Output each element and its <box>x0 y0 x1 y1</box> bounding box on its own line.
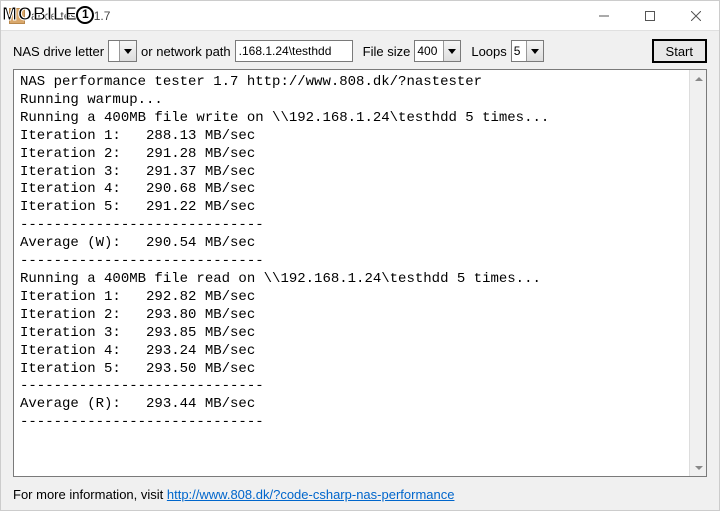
drive-letter-input[interactable] <box>109 41 119 61</box>
maximize-icon <box>645 11 655 21</box>
footer: For more information, visit http://www.8… <box>1 481 719 510</box>
footer-link[interactable]: http://www.808.dk/?code-csharp-nas-perfo… <box>167 487 455 502</box>
close-button[interactable] <box>673 1 719 31</box>
start-button-label: Start <box>666 44 693 59</box>
minimize-button[interactable] <box>581 1 627 31</box>
output-panel: NAS performance tester 1.7 http://www.80… <box>13 69 707 477</box>
start-button[interactable]: Start <box>652 39 707 63</box>
minimize-icon <box>599 11 609 21</box>
chevron-up-icon <box>695 77 703 81</box>
scroll-down-button[interactable] <box>690 459 707 476</box>
chevron-down-icon <box>531 49 539 54</box>
chevron-down-icon <box>124 49 132 54</box>
drive-letter-combo[interactable] <box>108 40 137 62</box>
filesize-dropdown-button[interactable] <box>443 41 460 61</box>
titlebar: ance tester 1.7 <box>1 1 719 31</box>
chevron-down-icon <box>448 49 456 54</box>
watermark-logo: MOBILE <box>2 4 94 25</box>
maximize-button[interactable] <box>627 1 673 31</box>
loops-input[interactable] <box>512 41 526 61</box>
drive-letter-dropdown-button[interactable] <box>119 41 136 61</box>
loops-label: Loops <box>471 44 506 59</box>
footer-text: For more information, visit <box>13 487 167 502</box>
filesize-combo[interactable] <box>414 40 461 62</box>
loops-dropdown-button[interactable] <box>526 41 543 61</box>
vertical-scrollbar[interactable] <box>689 70 706 476</box>
close-icon <box>691 11 701 21</box>
drive-letter-label: NAS drive letter <box>13 44 104 59</box>
toolbar: NAS drive letter or network path File si… <box>1 31 719 69</box>
scroll-up-button[interactable] <box>690 70 707 87</box>
network-path-input[interactable] <box>235 40 353 62</box>
filesize-input[interactable] <box>415 41 443 61</box>
loops-combo[interactable] <box>511 40 544 62</box>
network-path-label: or network path <box>141 44 231 59</box>
output-textarea[interactable]: NAS performance tester 1.7 http://www.80… <box>14 70 689 476</box>
chevron-down-icon <box>695 466 703 470</box>
app-window: ance tester 1.7 NAS drive letter or netw… <box>0 0 720 511</box>
filesize-label: File size <box>363 44 411 59</box>
window-controls <box>581 1 719 31</box>
